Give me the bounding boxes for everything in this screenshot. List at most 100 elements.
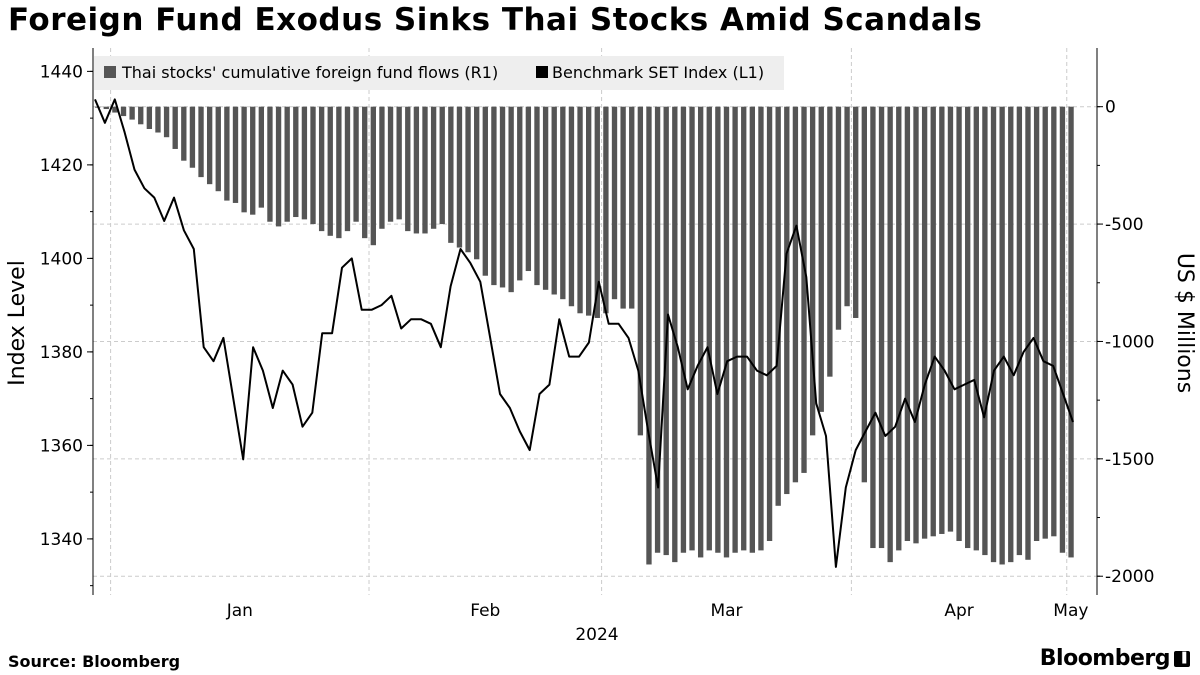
gridlines: [93, 48, 1097, 595]
flow-bar: [732, 106, 738, 553]
page-title: Foreign Fund Exodus Sinks Thai Stocks Am…: [8, 2, 983, 38]
flow-bar: [689, 106, 695, 551]
flow-bar: [792, 106, 799, 483]
flow-bar: [706, 106, 712, 551]
flow-bar: [327, 106, 333, 236]
x-month-label: Apr: [944, 601, 973, 621]
foreign-flow-bars: [95, 106, 1074, 565]
bloomberg-mark-icon: ▐: [1174, 651, 1190, 667]
y-right-axis-title: US $ Millions: [1172, 253, 1197, 393]
flow-bar: [551, 106, 557, 295]
flow-bar: [594, 106, 600, 318]
flow-bar: [818, 106, 824, 412]
y-right-tick-label: -500: [1105, 215, 1144, 235]
legend-swatch-line: [536, 66, 548, 78]
flow-bar: [258, 106, 265, 208]
flow-bar: [749, 106, 756, 553]
flow-bar: [353, 106, 359, 222]
flow-bar: [482, 106, 488, 276]
flow-bar: [921, 106, 928, 539]
flow-bar: [189, 106, 196, 168]
flow-bar: [405, 106, 411, 232]
flow-bar: [525, 106, 532, 272]
y-right-tick-label: -1000: [1105, 332, 1154, 352]
flow-bar: [439, 106, 445, 225]
legend-background: [94, 56, 784, 90]
set-index-line: [94, 98, 1074, 568]
flow-bar: [387, 106, 394, 222]
flow-bar: [474, 106, 480, 260]
flow-bar: [1016, 106, 1023, 556]
flow-bar: [362, 106, 368, 239]
flow-bar: [1059, 106, 1066, 553]
set-index-series: [94, 98, 1074, 568]
flow-bar: [508, 106, 514, 293]
flow-bar: [973, 106, 979, 551]
flow-bar: [646, 106, 652, 565]
flow-bar: [586, 106, 592, 316]
flow-bar: [560, 106, 566, 300]
flow-bar: [542, 106, 549, 290]
flow-bar: [913, 106, 919, 544]
flow-bar: [896, 106, 902, 551]
y-right-tick-label: 0: [1105, 98, 1116, 118]
flow-bar: [103, 106, 109, 110]
flow-bar: [1051, 106, 1057, 537]
flow-bar: [1068, 106, 1074, 558]
y-left-tick-label: 1380: [40, 343, 83, 363]
flow-bar: [965, 106, 971, 549]
x-month-label: Mar: [710, 601, 742, 621]
flow-bar: [215, 106, 221, 192]
flow-bar: [939, 106, 945, 534]
flow-bar: [448, 106, 454, 243]
flow-bar: [1025, 106, 1031, 560]
bloomberg-logo: Bloomberg ▐: [1040, 646, 1190, 671]
flow-bar: [611, 106, 618, 300]
legend-label-line: Benchmark SET Index (L1): [552, 63, 764, 82]
flow-bar: [775, 106, 781, 506]
flow-bar: [336, 106, 342, 239]
y-left-axis-title: Index Level: [5, 260, 30, 386]
flow-bar: [741, 106, 747, 551]
flow-bar: [887, 106, 893, 563]
legend-label-bars: Thai stocks' cumulative foreign fund flo…: [121, 63, 498, 82]
flow-bar: [465, 106, 471, 253]
flow-bar: [517, 106, 523, 281]
x-month-label: May: [1053, 601, 1088, 621]
flow-bar: [534, 106, 540, 286]
flow-bar: [379, 106, 385, 229]
x-month-label: Feb: [470, 601, 500, 621]
flow-bar: [603, 106, 609, 314]
flow-bar: [637, 106, 644, 436]
flow-bar: [568, 106, 575, 307]
y-left-tick-label: 1400: [40, 249, 83, 269]
flow-bar: [801, 106, 807, 473]
flow-bar: [181, 106, 187, 161]
flow-bar: [430, 106, 437, 229]
flow-bar: [491, 106, 497, 286]
flow-bar: [250, 106, 256, 215]
flow-bar: [904, 106, 911, 542]
x-axis-year-label: 2024: [575, 625, 618, 645]
y-right-tick-label: -2000: [1105, 567, 1154, 587]
flow-bar: [990, 106, 997, 563]
flow-bar: [809, 106, 816, 436]
flow-bar: [267, 106, 273, 222]
flow-bar: [499, 106, 506, 288]
flow-bar: [206, 106, 213, 185]
flow-bar: [310, 106, 316, 225]
flow-bar: [456, 106, 463, 248]
flow-bar: [293, 106, 299, 218]
y-left-tick-label: 1360: [40, 436, 83, 456]
y-left-tick-label: 1440: [40, 62, 83, 82]
flow-bar: [163, 106, 170, 138]
flow-bar: [758, 106, 764, 551]
flow-bar: [138, 106, 144, 125]
flow-bar: [629, 106, 635, 309]
y-left-tick-label: 1340: [40, 530, 83, 550]
axes: 1340 1360 1380 1400 1420 1440 0 -500 -1000 -1500 -…: [40, 48, 1154, 621]
flow-bar: [112, 106, 118, 113]
flow-bar: [654, 106, 661, 553]
flow-bar: [982, 106, 988, 556]
